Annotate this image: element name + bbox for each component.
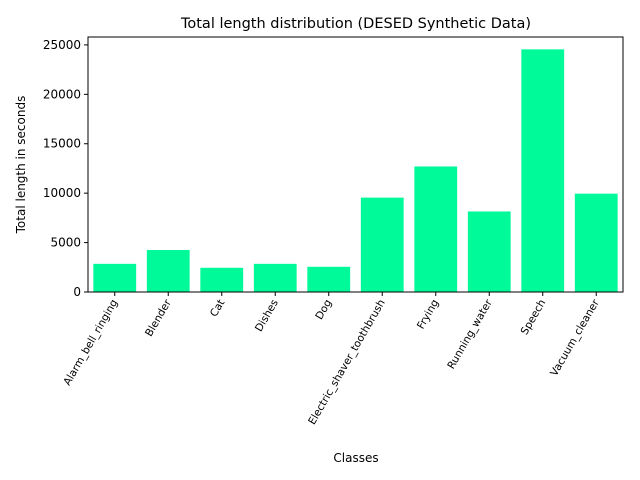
bar-alarm-bell-ringing bbox=[93, 263, 137, 292]
y-tick-label: 5000 bbox=[50, 236, 81, 250]
x-tick-label: Alarm_bell_ringing bbox=[61, 298, 120, 388]
bar-dog bbox=[307, 266, 351, 292]
x-tick-label: Vacuum_cleaner bbox=[548, 297, 602, 378]
x-axis-label: Classes bbox=[333, 451, 378, 465]
x-tick-label: Speech bbox=[519, 298, 549, 338]
x-tick-label: Frying bbox=[415, 298, 441, 332]
y-tick-label: 0 bbox=[73, 285, 81, 299]
bar-cat bbox=[200, 267, 244, 292]
bar-dishes bbox=[253, 263, 297, 292]
bar-blender bbox=[146, 249, 190, 292]
y-tick-label: 15000 bbox=[43, 137, 81, 151]
y-tick-label: 10000 bbox=[43, 186, 81, 200]
bar-electric-shaver-toothbrush bbox=[360, 197, 404, 292]
chart-title: Total length distribution (DESED Synthet… bbox=[180, 16, 531, 32]
y-tick-label: 25000 bbox=[43, 38, 81, 52]
x-tick-label: Dog bbox=[313, 298, 334, 322]
x-tick-label: Blender bbox=[143, 297, 174, 339]
y-axis-label: Total length in seconds bbox=[14, 96, 28, 235]
bar-speech bbox=[521, 49, 565, 293]
bar-frying bbox=[414, 166, 458, 292]
x-tick-label: Cat bbox=[208, 298, 227, 319]
x-tick-label: Dishes bbox=[253, 298, 281, 334]
bars-group bbox=[93, 49, 618, 293]
bar-running-water bbox=[467, 211, 511, 292]
y-tick-label: 20000 bbox=[43, 87, 81, 101]
x-axis-ticks: Alarm_bell_ringing Blender Cat Dishes DogEle… bbox=[61, 292, 602, 427]
x-tick-label: Running_water bbox=[445, 297, 495, 371]
plot-frame bbox=[87, 36, 624, 293]
bar-vacuum-cleaner bbox=[574, 193, 618, 292]
y-axis-ticks: 0 5000 10000 15000 20000 25000 bbox=[43, 38, 88, 299]
